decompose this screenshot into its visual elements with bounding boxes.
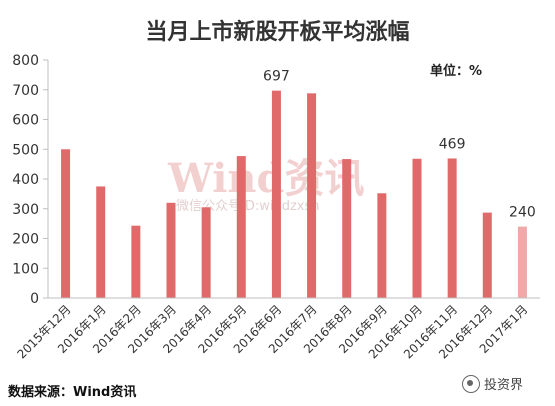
y-tick-label: 700 xyxy=(12,83,39,99)
bars xyxy=(61,90,527,298)
y-tick-label: 300 xyxy=(12,202,39,218)
chart-title: 当月上市新股开板平均涨幅 xyxy=(145,20,410,45)
bar xyxy=(96,186,106,298)
bar xyxy=(131,225,141,298)
bar xyxy=(166,202,176,298)
data-labels: 697 469 240 xyxy=(263,69,536,221)
y-tick-label: 600 xyxy=(12,113,39,129)
y-axis: 0 100 200 300 400 500 600 700 800 xyxy=(12,53,49,307)
bar xyxy=(342,159,352,298)
data-label: 697 xyxy=(263,69,290,85)
source-label: 数据来源：Wind资讯 xyxy=(8,385,137,400)
watermark-sub: 微信公众号ID:windzxsh xyxy=(176,199,320,214)
footer-brand: 投资界 xyxy=(462,374,523,393)
bar xyxy=(201,207,211,298)
brand-logo-icon xyxy=(462,374,480,393)
x-axis: 2015年12月2016年1月2016年2月2016年3月2016年4月2016… xyxy=(14,297,540,361)
bar xyxy=(307,93,317,298)
y-tick-label: 0 xyxy=(30,291,39,307)
watermark-logo: Wind资讯 xyxy=(168,155,365,202)
bar xyxy=(236,156,246,298)
data-label: 469 xyxy=(439,136,466,152)
y-tick-label: 800 xyxy=(12,53,39,69)
bar xyxy=(412,158,422,298)
y-tick-label: 500 xyxy=(12,142,39,158)
bar xyxy=(61,149,71,298)
bar xyxy=(271,90,281,298)
bar xyxy=(482,212,492,298)
data-label: 240 xyxy=(509,205,536,221)
y-tick-label: 100 xyxy=(12,261,39,277)
bar xyxy=(377,193,387,298)
y-tick-label: 200 xyxy=(12,232,39,248)
y-tick-label: 400 xyxy=(12,172,39,188)
bar xyxy=(517,226,527,298)
footer-brand-text: 投资界 xyxy=(484,378,524,393)
unit-label: 单位：% xyxy=(430,64,483,79)
bar xyxy=(447,158,457,298)
